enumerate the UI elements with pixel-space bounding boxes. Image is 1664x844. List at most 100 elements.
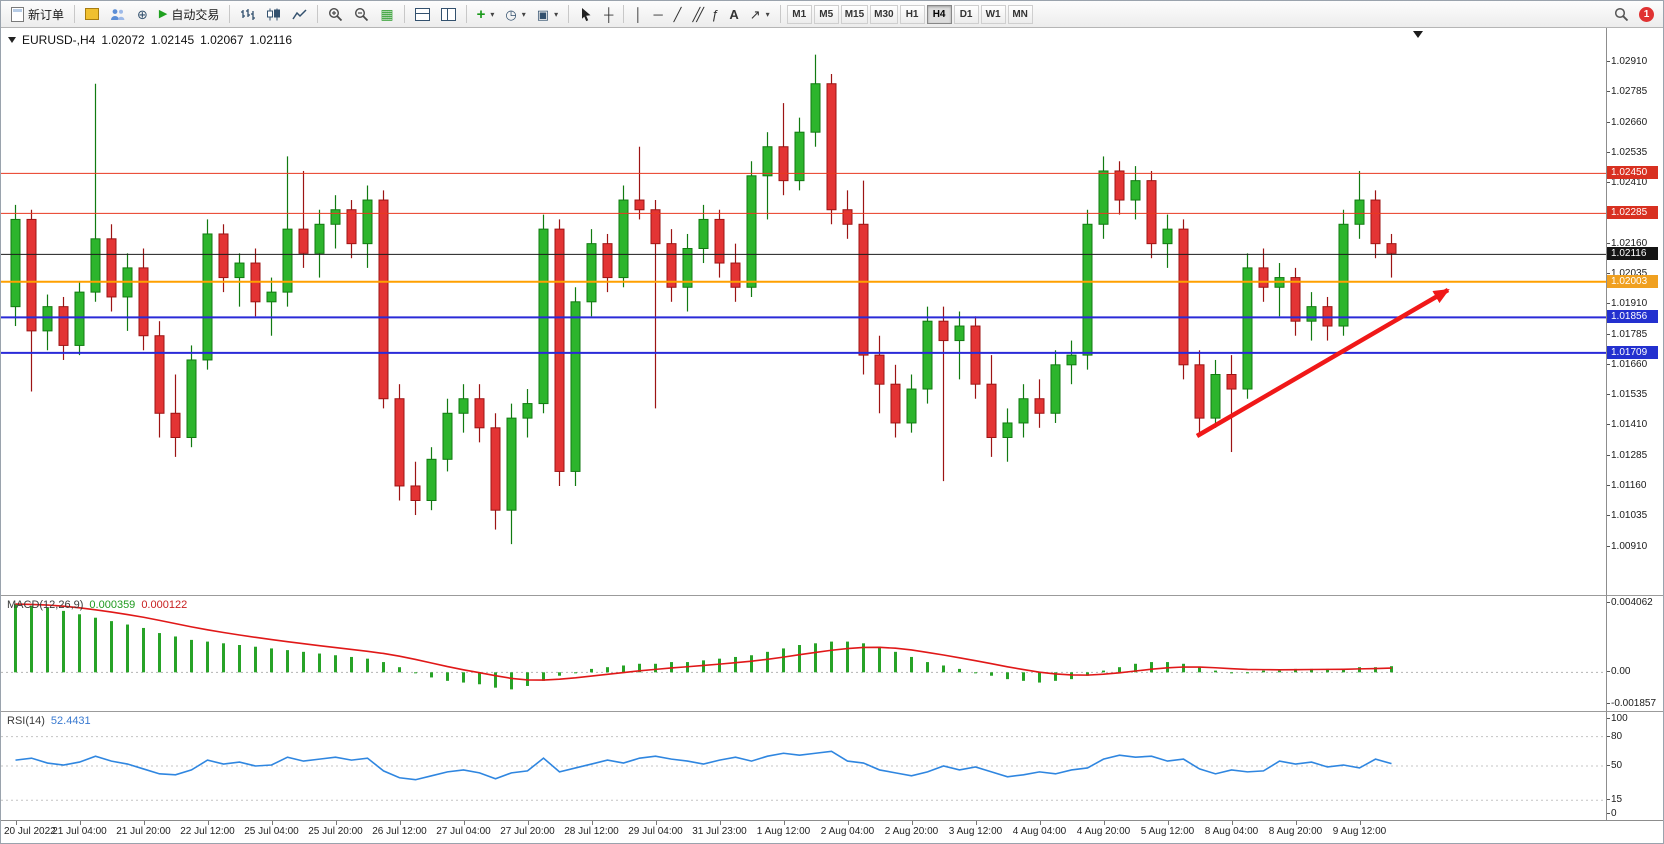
macd-histogram-bar: [350, 656, 353, 673]
candlestick-mode-button[interactable]: [261, 3, 286, 25]
candle-body: [58, 306, 69, 346]
candle-body: [362, 199, 373, 245]
rsi-panel[interactable]: RSI(14) 52.4431: [1, 711, 1607, 820]
play-icon: ▶: [158, 7, 168, 20]
time-axis-label: 20 Jul 2022: [4, 826, 56, 837]
price-axis-label: 1.02660: [1607, 116, 1648, 128]
horizontal-line-tool-button[interactable]: ─: [648, 3, 667, 25]
timeframe-h1[interactable]: H1: [899, 5, 925, 24]
templates-button[interactable]: ▣ ▾: [532, 3, 563, 25]
chevron-down-icon: ▾: [765, 9, 770, 19]
candlestick-chart-canvas[interactable]: [1, 28, 1606, 595]
channel-tool-button[interactable]: ╱╱: [687, 3, 705, 25]
time-axis-label: 31 Jul 23:00: [692, 826, 747, 837]
time-tick: [591, 821, 593, 825]
vertical-line-tool-button[interactable]: │: [629, 3, 647, 25]
candle-body: [506, 417, 517, 511]
time-axis[interactable]: 20 Jul 2022 21 Jul 04:00 21 Jul 20:00 22 Ju…: [1, 820, 1663, 843]
macd-histogram-bar: [62, 610, 65, 673]
candle-body: [602, 243, 613, 279]
timeframe-w1[interactable]: W1: [980, 5, 1006, 24]
macd-histogram-bar: [1182, 663, 1185, 673]
rsi-axis[interactable]: 100 80 50 15 0: [1607, 711, 1663, 820]
zoom-in-button[interactable]: [323, 3, 348, 25]
macd-chart-canvas[interactable]: [1, 596, 1606, 711]
fibonacci-tool-button[interactable]: ƒ: [706, 3, 723, 25]
new-order-button[interactable]: 新订单: [6, 3, 69, 25]
candle-body: [890, 383, 901, 424]
bar-chart-mode-button[interactable]: [235, 3, 260, 25]
macd-histogram-bar: [270, 648, 273, 673]
price-axis-label: 1.02785: [1607, 86, 1648, 98]
price-axis[interactable]: 1.02910 1.02785 1.02660 1.02535 1.02410 1.022…: [1607, 28, 1663, 595]
accounts-button[interactable]: [105, 3, 131, 25]
candle-body: [698, 218, 709, 250]
macd-histogram-bar: [254, 646, 257, 673]
macd-histogram-bar: [30, 605, 33, 673]
time-axis-label: 29 Jul 04:00: [628, 826, 683, 837]
rsi-chart-canvas[interactable]: [1, 712, 1606, 820]
text-tool-button[interactable]: A: [724, 3, 743, 25]
price-axis-label: 1.02410: [1607, 177, 1648, 189]
main-chart-panel[interactable]: EURUSD-,H4 1.02072 1.02145 1.02067 1.021…: [1, 28, 1607, 595]
time-tick: [143, 821, 145, 825]
candle-body: [1082, 223, 1093, 356]
candle-body: [234, 262, 245, 279]
price-tag: 1.01709: [1607, 345, 1658, 359]
timeframe-mn[interactable]: MN: [1007, 5, 1033, 24]
macd-histogram-bar: [638, 663, 641, 673]
time-tick: [271, 821, 273, 825]
line-chart-mode-button[interactable]: [287, 3, 312, 25]
candle-body: [1258, 267, 1269, 288]
macd-histogram-bar: [1262, 670, 1265, 673]
macd-histogram-bar: [446, 672, 449, 681]
macd-histogram-bar: [798, 645, 801, 673]
trendline-tool-button[interactable]: ╱: [669, 3, 687, 25]
strategy-tester-button[interactable]: ▦: [375, 3, 398, 25]
arrows-tool-button[interactable]: ↗ ▾: [745, 3, 775, 25]
search-button[interactable]: [1609, 3, 1634, 25]
notification-badge[interactable]: 1: [1639, 6, 1654, 22]
time-axis-label: 27 Jul 04:00: [436, 826, 491, 837]
candle-body: [858, 223, 869, 356]
ohlc-low: 1.02067: [200, 33, 244, 47]
timeframe-m1[interactable]: M1: [786, 5, 812, 24]
help-button[interactable]: ⊕: [132, 3, 153, 25]
candle-body: [874, 354, 885, 385]
toolbar-separator: [623, 5, 625, 23]
timeframe-d1[interactable]: D1: [953, 5, 979, 24]
timeframe-h4[interactable]: H4: [926, 5, 952, 24]
candle-body: [1034, 398, 1045, 414]
macd-histogram-bar: [334, 655, 337, 673]
trendline-icon: ╱: [673, 6, 682, 22]
timeframe-m5[interactable]: M5: [813, 5, 839, 24]
zoom-out-button[interactable]: [349, 3, 374, 25]
auto-trading-button[interactable]: ▶ 自动交易: [154, 3, 224, 25]
market-watch-button[interactable]: [80, 3, 104, 25]
price-axis-label: 1.01785: [1607, 328, 1648, 340]
tile-windows-horizontal-button[interactable]: [410, 3, 435, 25]
tile-windows-vertical-button[interactable]: [436, 3, 461, 25]
market-watch-icon: [85, 8, 100, 20]
candle-body: [266, 291, 277, 303]
crosshair-tool-button[interactable]: ┼: [599, 3, 618, 25]
timeframe-m30[interactable]: M30: [870, 5, 898, 24]
toolbar-separator: [568, 5, 570, 23]
indicators-button[interactable]: + ▾: [472, 3, 500, 25]
time-axis-label: 21 Jul 04:00: [52, 826, 107, 837]
periods-button[interactable]: ◷ ▾: [500, 3, 530, 25]
macd-panel[interactable]: MACD(12,26,9) 0.000359 0.000122: [1, 595, 1607, 711]
rsi-value: 52.4431: [50, 715, 91, 727]
macd-histogram-bar: [366, 658, 369, 673]
cursor-tool-button[interactable]: [574, 3, 598, 25]
price-axis-label: 1.02035: [1607, 267, 1648, 279]
price-axis-label: 1.02910: [1607, 55, 1648, 67]
macd-histogram-bar: [1150, 662, 1153, 673]
clock-icon: ◷: [505, 6, 517, 22]
macd-axis[interactable]: 0.004062 0.00 -0.001857: [1607, 595, 1663, 711]
candle-body: [410, 485, 421, 502]
macd-histogram-bar: [430, 672, 433, 678]
chart-shift-marker[interactable]: [1413, 31, 1423, 38]
one-click-trading-toggle[interactable]: [8, 37, 16, 43]
timeframe-m15[interactable]: M15: [840, 5, 869, 24]
